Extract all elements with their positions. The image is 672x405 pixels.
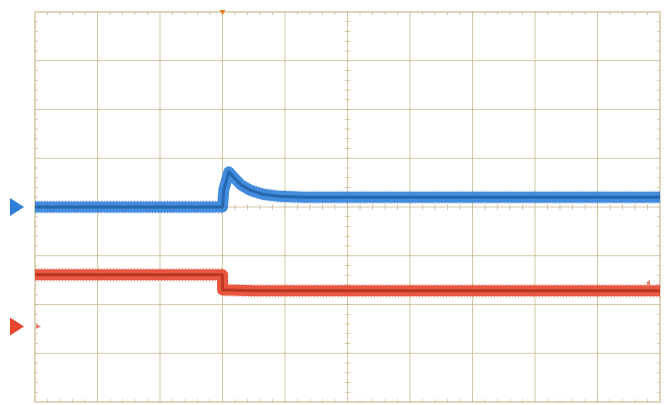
trace-noise-upper-channel-1 <box>35 164 660 202</box>
trace-core-channel-2 <box>35 273 660 293</box>
trigger-position-marker <box>219 10 226 15</box>
channel-2-trigger-level-tick <box>646 279 650 286</box>
trace-noise-lower-channel-2 <box>35 280 660 298</box>
channel-2-reference-tick <box>36 323 41 329</box>
channel-markers <box>10 10 650 336</box>
channel-2-ground-marker <box>10 317 24 336</box>
trace-noise-upper-channel-2 <box>35 268 660 286</box>
trace-noise-lower-channel-1 <box>35 176 660 214</box>
channel-1-ground-marker <box>10 198 24 216</box>
traces <box>35 164 660 298</box>
